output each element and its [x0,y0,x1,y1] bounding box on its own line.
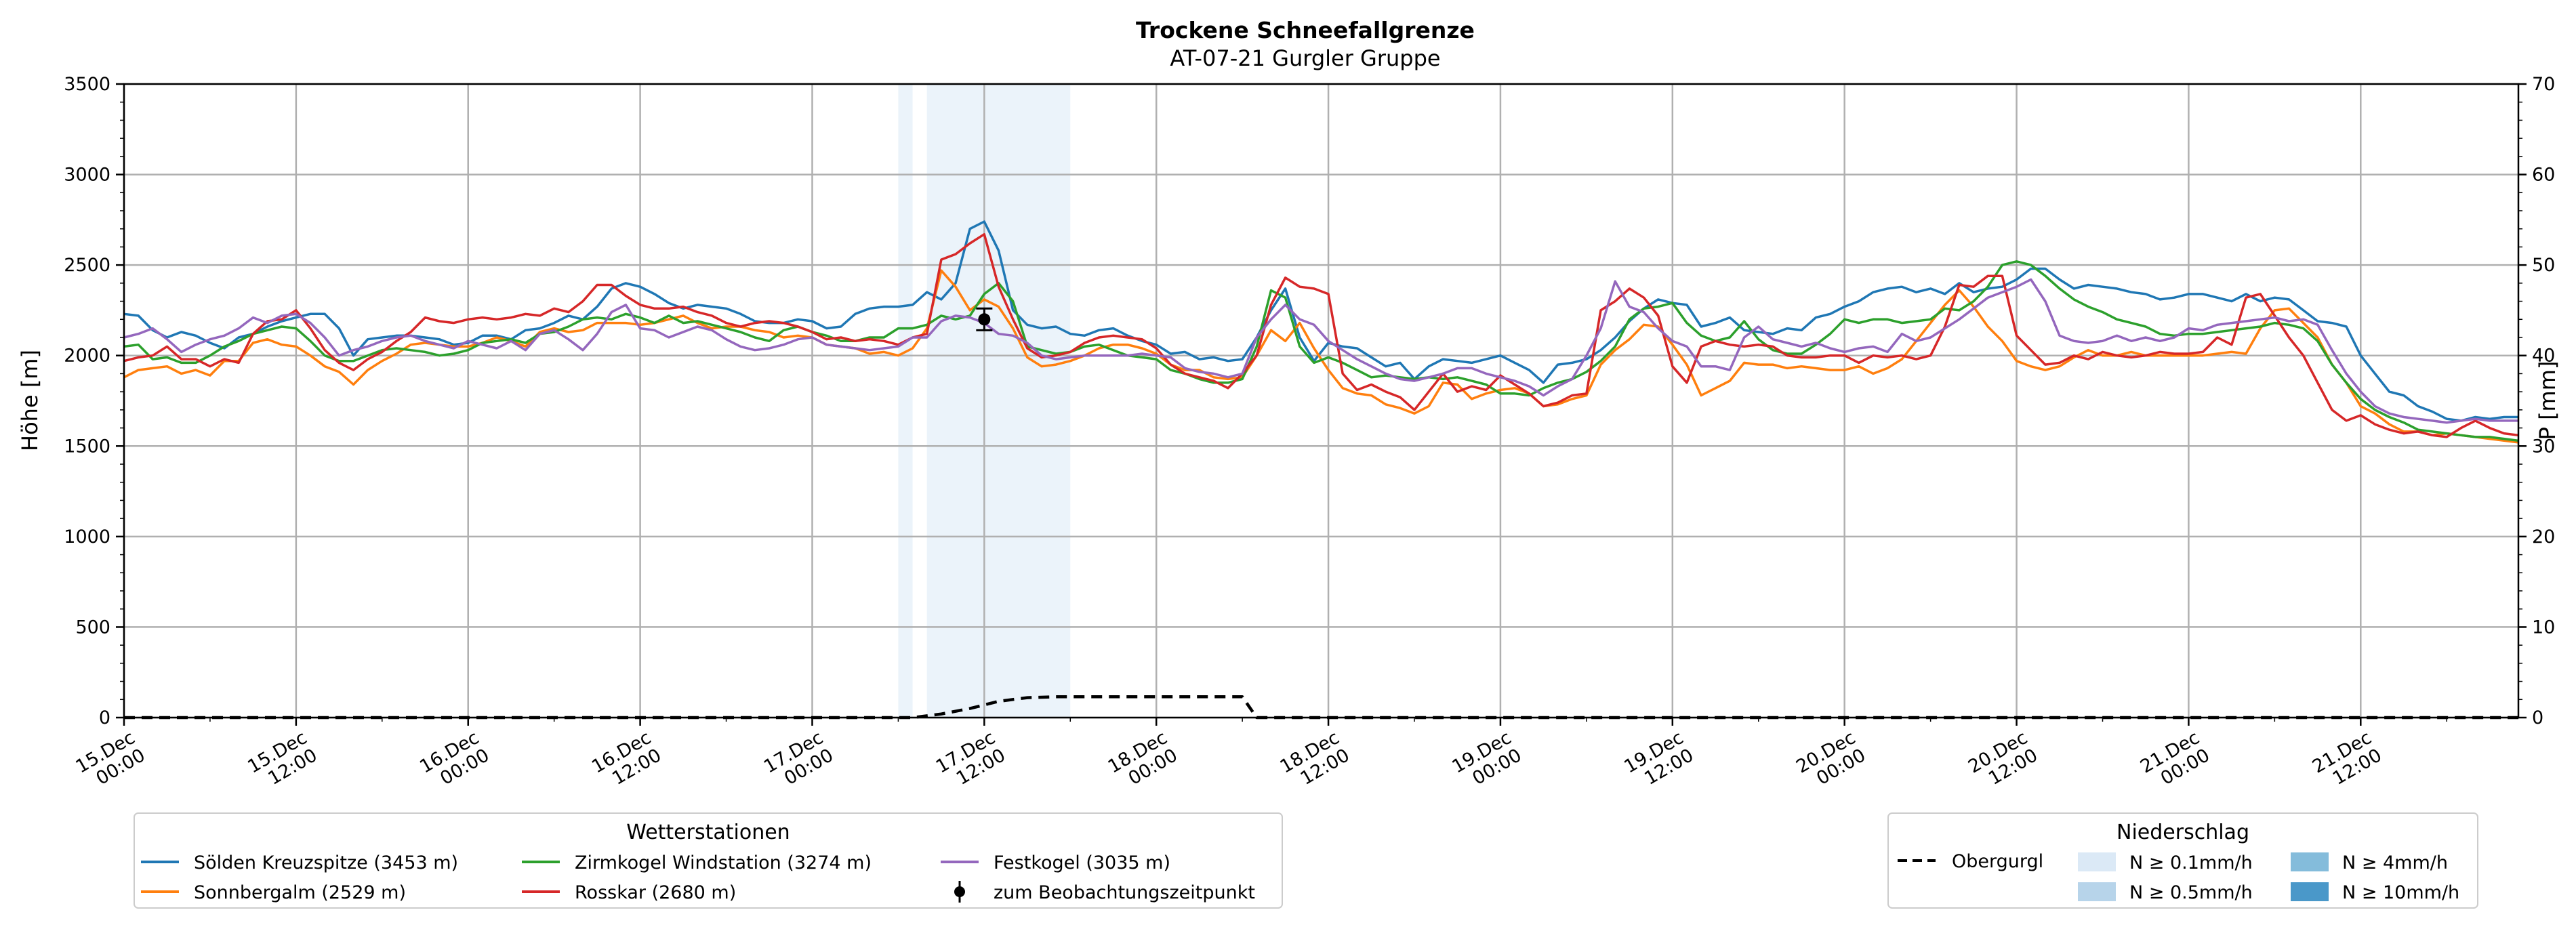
y2-tick-label: 10 [2532,617,2555,638]
y-tick-label: 1500 [64,436,110,457]
precip-shading-layer [898,84,1071,718]
y-tick-label: 3000 [64,165,110,186]
y-tick-label: 2000 [64,346,110,367]
legend-precip-title: Niederschlag [2117,821,2249,844]
precip-band-1 [926,84,1071,718]
legend-precip-label-3: N ≥ 10mm/h [2342,882,2459,903]
legend-precip-swatch-3 [2291,882,2329,901]
legend-precip-box [1887,812,2478,909]
series-line-2 [123,260,2519,442]
legend-stations: Wetterstationen Sölden Kreuzspitze (3453… [134,812,1283,909]
series-line-0 [123,220,2518,422]
legend-precip: Niederschlag Obergurgl N ≥ 0.1mm/h N ≥ 0.… [1887,812,2478,909]
y2-tick-label: 70 [2532,74,2555,95]
legend-station-label-0: Sölden Kreuzspitze (3453 m) [194,852,458,873]
legend-station-label-5: zum Beobachtungszeitpunkt [994,882,1255,903]
legend-station-label-1: Sonnbergalm (2529 m) [194,882,406,903]
observation-layer [976,307,993,331]
y2-tick-label: 0 [2532,707,2543,728]
plot-frame [123,83,2520,719]
y2-tick-label: 50 [2532,255,2555,276]
y2-tick-label: 60 [2532,165,2555,186]
legend-obergurgl-label: Obergurgl [1952,851,2043,872]
y2-tick-label: 40 [2532,346,2555,367]
series-line-4 [123,278,2518,424]
y-tick-label: 1000 [64,527,110,548]
observation-point [978,313,991,326]
legend-stations-title: Wetterstationen [626,821,790,844]
y2-axis-label: P [mm] [2535,361,2560,440]
y-tick-label: 500 [75,617,110,638]
y-tick-label: 2500 [64,255,110,276]
y-axis-label: Höhe [m] [17,350,43,451]
series-layer [123,220,2519,720]
y-tick-label: 3500 [64,74,110,95]
legend-stations-box [134,812,1283,909]
legend-station-label-2: Zirmkogel Windstation (3274 m) [575,852,872,873]
series-line-1 [123,269,2519,444]
y-tick-label: 0 [99,707,110,728]
series-line-5 [124,695,2518,720]
legend-precip-label-0: N ≥ 0.1mm/h [2129,852,2253,873]
legend-precip-swatch-1 [2078,882,2116,901]
y2-tick-label: 30 [2532,436,2555,457]
grid-layer [123,83,2518,719]
precip-band-0 [898,84,913,718]
legend-station-label-3: Rosskar (2680 m) [575,882,736,903]
legend-precip-swatch-2 [2291,852,2329,871]
chart-title: Trockene Schneefallgrenze [1136,17,1475,43]
legend-obs-marker [954,886,965,897]
legend-station-label-4: Festkogel (3035 m) [994,852,1170,873]
axis-layer: 0 500 1000 1500 2000 2500 3000 3500 0 10 20 30 40 50 6… [64,74,2555,789]
y2-tick-label: 20 [2532,527,2555,548]
series-line-3 [123,232,2519,438]
legend-precip-label-2: N ≥ 4mm/h [2342,852,2448,873]
chart-subtitle: AT-07-21 Gurgler Gruppe [1170,45,1440,71]
legend-precip-label-1: N ≥ 0.5mm/h [2129,882,2253,903]
legend-precip-swatch-0 [2078,852,2116,871]
